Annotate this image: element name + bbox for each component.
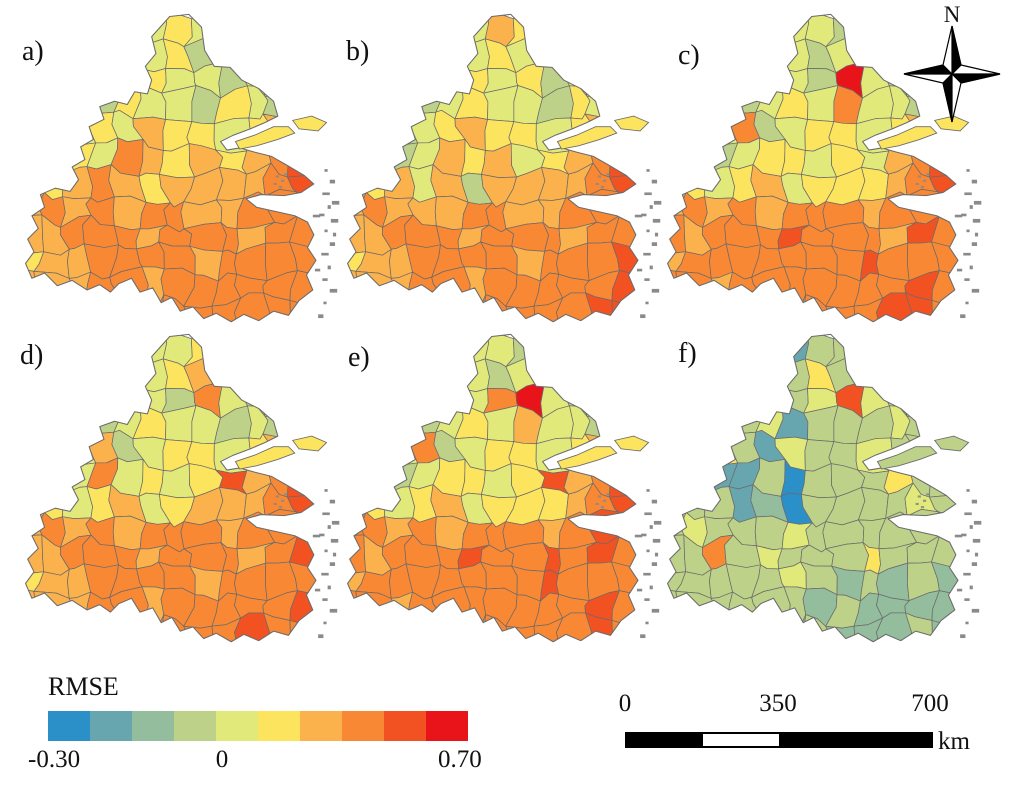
map-panel-a: a) (10, 8, 340, 326)
legend-colorbar (48, 711, 468, 741)
legend-swatch-7 (342, 711, 384, 741)
scalebar-segment-white (703, 734, 779, 746)
map-panel-d: d) (10, 328, 340, 646)
legend-title: RMSE (48, 672, 119, 701)
map-panel-f: f) (652, 328, 982, 646)
panel-label-b: b) (346, 36, 370, 67)
legend-tick-max: 0.70 (438, 746, 482, 773)
panel-label-c: c) (678, 40, 700, 71)
scalebar-segment-black2 (779, 734, 931, 746)
scalebar: 0 350 700 km (610, 690, 1010, 770)
north-arrow-label: N (943, 2, 961, 27)
map-panel-b: b) (332, 8, 662, 326)
north-arrow: N (900, 0, 1004, 124)
scalebar-bar (625, 732, 933, 748)
scalebar-tick-0: 0 (618, 690, 632, 717)
legend-swatch-6 (300, 711, 342, 741)
map-svg (347, 13, 662, 323)
panel-label-a: a) (22, 36, 44, 67)
legend-swatch-8 (384, 711, 426, 741)
map-panel-e: e) (332, 328, 662, 646)
panel-label-e: e) (348, 342, 370, 373)
panel-label-d: d) (20, 340, 44, 371)
legend-tick-zero: 0 (215, 746, 229, 773)
map-svg (25, 13, 340, 323)
legend-swatch-2 (132, 711, 174, 741)
map-svg (667, 13, 982, 323)
legend-swatch-9 (426, 711, 468, 741)
legend-swatch-4 (216, 711, 258, 741)
map-svg (347, 333, 662, 643)
legend-swatch-1 (90, 711, 132, 741)
legend-swatch-3 (174, 711, 216, 741)
map-svg (25, 333, 340, 643)
map-panel-c: c) (652, 8, 982, 326)
legend-tick-min: -0.30 (28, 746, 81, 773)
panel-label-f: f) (678, 338, 697, 369)
legend-swatch-5 (258, 711, 300, 741)
scalebar-tick-mid: 350 (759, 690, 797, 717)
scalebar-segment-black1 (627, 734, 703, 746)
compass-rose-icon (903, 25, 1001, 123)
scalebar-tick-max: 700 (911, 690, 949, 717)
map-svg (667, 333, 982, 643)
scalebar-unit: km (938, 728, 970, 755)
legend-swatch-0 (48, 711, 90, 741)
